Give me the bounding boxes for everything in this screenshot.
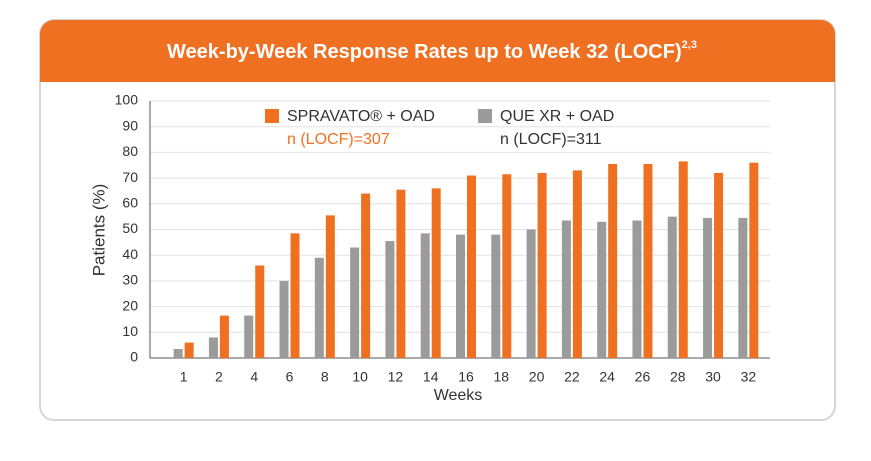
bar [678, 161, 688, 358]
x-tick-label: 32 [741, 369, 757, 385]
chart-title: Week-by-Week Response Rates up to Week 3… [167, 39, 697, 63]
legend-label: QUE XR + OAD [500, 108, 614, 125]
bar [208, 337, 218, 358]
x-tick-label: 20 [529, 369, 545, 385]
x-tick-label: 2 [215, 369, 223, 385]
legend-swatch [478, 109, 492, 123]
y-tick-label: 50 [122, 220, 138, 236]
y-tick-label: 30 [122, 272, 138, 288]
y-tick-label: 10 [122, 323, 138, 339]
bar [184, 342, 194, 358]
x-tick-label: 14 [423, 369, 439, 385]
y-tick-label: 20 [122, 297, 138, 313]
x-tick-label: 12 [388, 369, 404, 385]
y-tick-label: 60 [122, 195, 138, 211]
bar [420, 233, 430, 358]
bar [219, 315, 229, 358]
bar [325, 215, 335, 358]
bar [491, 234, 501, 358]
bar [749, 162, 759, 358]
bar [714, 172, 724, 358]
y-tick-label: 70 [122, 169, 138, 185]
bar [608, 163, 618, 358]
bar [350, 247, 360, 358]
bar [385, 241, 395, 358]
bar [738, 217, 748, 358]
x-tick-label: 18 [494, 369, 510, 385]
y-axis-label: Patients (%) [89, 184, 108, 277]
bar [396, 189, 406, 358]
x-tick-label: 16 [458, 369, 474, 385]
bar [290, 233, 300, 358]
bar [667, 216, 677, 358]
bar [572, 170, 582, 358]
x-tick-label: 6 [286, 369, 294, 385]
bar [361, 193, 371, 358]
bar [502, 174, 512, 358]
x-tick-label: 28 [670, 369, 686, 385]
legend-n: n (LOCF)=307 [287, 131, 390, 148]
bar [467, 175, 476, 358]
y-tick-label: 80 [122, 143, 138, 159]
x-tick-label: 24 [599, 369, 615, 385]
header [40, 20, 835, 82]
y-tick-label: 100 [115, 92, 139, 108]
x-tick-label: 30 [705, 369, 721, 385]
bar [632, 220, 642, 358]
title-superscript: 2,3 [682, 39, 697, 51]
x-tick-label: 10 [352, 369, 368, 385]
x-tick-label: 26 [635, 369, 651, 385]
y-tick-label: 90 [122, 117, 138, 133]
x-tick-label: 22 [564, 369, 580, 385]
bar [561, 220, 571, 358]
bar [244, 315, 254, 358]
legend-label: SPRAVATO® + OAD [287, 108, 435, 125]
bar [537, 172, 547, 358]
bar [703, 217, 713, 358]
x-tick-label: 4 [250, 369, 258, 385]
bar [173, 349, 183, 358]
legend-swatch [265, 109, 279, 123]
x-tick-label: 8 [321, 369, 329, 385]
bar [279, 280, 289, 358]
y-tick-label: 40 [122, 246, 138, 262]
bar [431, 188, 441, 358]
legend-n: n (LOCF)=311 [500, 131, 602, 148]
bar [314, 257, 324, 358]
bar [456, 234, 465, 358]
title-text: Week-by-Week Response Rates up to Week 3… [167, 41, 682, 63]
x-axis-label: Weeks [434, 387, 483, 404]
bar [597, 221, 607, 358]
x-tick-label: 1 [180, 369, 188, 385]
bar [255, 265, 265, 358]
y-tick-label: 0 [130, 349, 138, 365]
bar [643, 163, 653, 358]
bar [526, 229, 536, 358]
